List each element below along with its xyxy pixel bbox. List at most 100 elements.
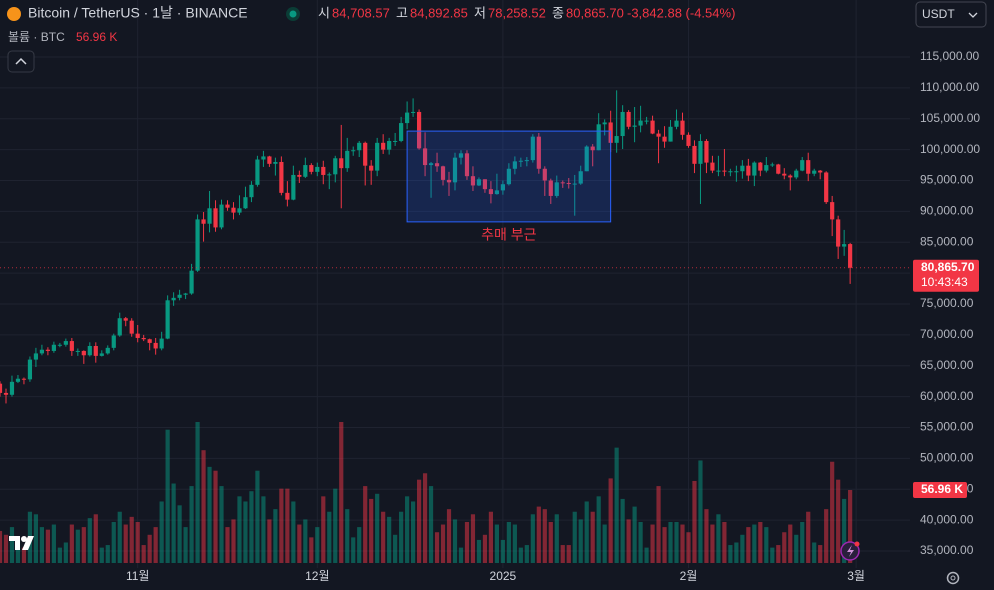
volume-bar [141, 545, 146, 563]
volume-bar [189, 486, 194, 563]
volume-bar [470, 514, 476, 563]
last-price-label: 80,865.70 [921, 260, 975, 274]
volume-bar [387, 516, 392, 563]
volume-bar [662, 527, 667, 563]
settings-hub[interactable] [950, 575, 956, 581]
candle-body [261, 156, 266, 160]
volume-bar [69, 524, 74, 563]
volume-bar [836, 479, 841, 563]
volume-bar [680, 524, 685, 563]
candle-body [81, 350, 86, 356]
volume-bar [21, 547, 27, 563]
candle-body [309, 165, 314, 172]
candle-body [267, 156, 272, 164]
volume-bar [171, 483, 176, 563]
candle-body [512, 161, 517, 169]
candle-body [237, 208, 242, 213]
symbol-title: Bitcoin / TetherUS · 1날 · BINANCE [28, 5, 248, 21]
candle-body [99, 353, 104, 356]
volume-pane [0, 422, 853, 563]
candle-body [51, 344, 56, 351]
candle-body [584, 146, 589, 172]
volume-bar [704, 509, 709, 563]
currency-box[interactable] [915, 1, 987, 28]
volume-bar [452, 519, 458, 563]
alert-button[interactable] [840, 541, 860, 561]
candle-body [416, 111, 422, 149]
candle-body [644, 120, 649, 122]
candle-body [321, 166, 326, 175]
annotation: 추매 부근 [406, 130, 612, 243]
volume-bar [15, 539, 21, 563]
volume-bar [638, 521, 643, 563]
candle-body [15, 378, 21, 382]
volume-bar [632, 506, 637, 563]
candle-body [524, 160, 529, 162]
candle-body [488, 189, 494, 195]
candle-body [758, 162, 763, 171]
volume-bar [722, 521, 727, 563]
candle-body [764, 165, 769, 171]
candle-body [668, 126, 673, 142]
currency-label[interactable]: USDT [922, 7, 955, 21]
collapse-button[interactable] [7, 50, 35, 73]
countdown-label: 10:43:43 [921, 275, 968, 289]
candle-body [812, 170, 817, 174]
candle-body [303, 165, 308, 177]
volume-bar [602, 524, 607, 563]
currency-caret[interactable] [968, 12, 978, 18]
y-tick-label: 95,000.00 [920, 173, 974, 187]
candle-body [33, 353, 39, 360]
y-tick-label: 50,000.00 [920, 451, 974, 465]
x-tick-label: 12월 [305, 569, 329, 583]
low-key: 저 [474, 5, 486, 20]
volume-bar [848, 489, 853, 563]
volume-bar [770, 547, 775, 563]
candle-body [686, 134, 691, 146]
currency-button[interactable]: USDT [915, 1, 987, 28]
volume-bar [566, 545, 571, 563]
alert-badge[interactable] [854, 541, 860, 547]
collapse-icon[interactable] [15, 57, 27, 65]
candle-body [375, 142, 380, 171]
candle-body [75, 350, 80, 352]
candle-body [746, 165, 751, 176]
tv-logo-dot[interactable] [21, 536, 27, 542]
candle-body [506, 168, 511, 185]
candle-body [21, 378, 27, 380]
volume-bar [345, 509, 350, 563]
candle-body [57, 344, 62, 346]
candle-body [369, 165, 374, 171]
volume-bar [99, 547, 104, 563]
bitcoin-icon [7, 7, 21, 21]
candle-body [722, 170, 727, 172]
candle-body [225, 204, 230, 208]
volume-bar [692, 480, 697, 563]
volume-bar [752, 524, 757, 563]
candle-body [135, 333, 140, 338]
volume-bar [201, 450, 206, 563]
candle-body [692, 145, 697, 164]
candle-body [464, 153, 470, 177]
y-tick-label: 85,000.00 [920, 234, 974, 248]
candle-body [470, 176, 476, 186]
settings-icon[interactable] [946, 571, 960, 585]
volume-bar [3, 534, 9, 563]
candle-body [0, 383, 3, 393]
candle-body [165, 300, 170, 339]
tv-logo-shape[interactable] [9, 536, 34, 550]
tv-logo[interactable] [9, 536, 34, 550]
candle-body [45, 349, 50, 351]
low-value: 78,258.52 [488, 5, 546, 20]
candle-body [434, 163, 440, 167]
candle-body [219, 204, 224, 228]
candles [0, 90, 853, 404]
candle-body [482, 179, 488, 190]
collapse-button-box[interactable] [7, 50, 35, 73]
alert-bolt[interactable] [847, 545, 854, 557]
volume-bar [512, 524, 517, 563]
candle-body [213, 208, 218, 228]
settings-button[interactable] [946, 571, 960, 585]
volume-bar [584, 501, 589, 563]
volume-bar [321, 496, 326, 563]
